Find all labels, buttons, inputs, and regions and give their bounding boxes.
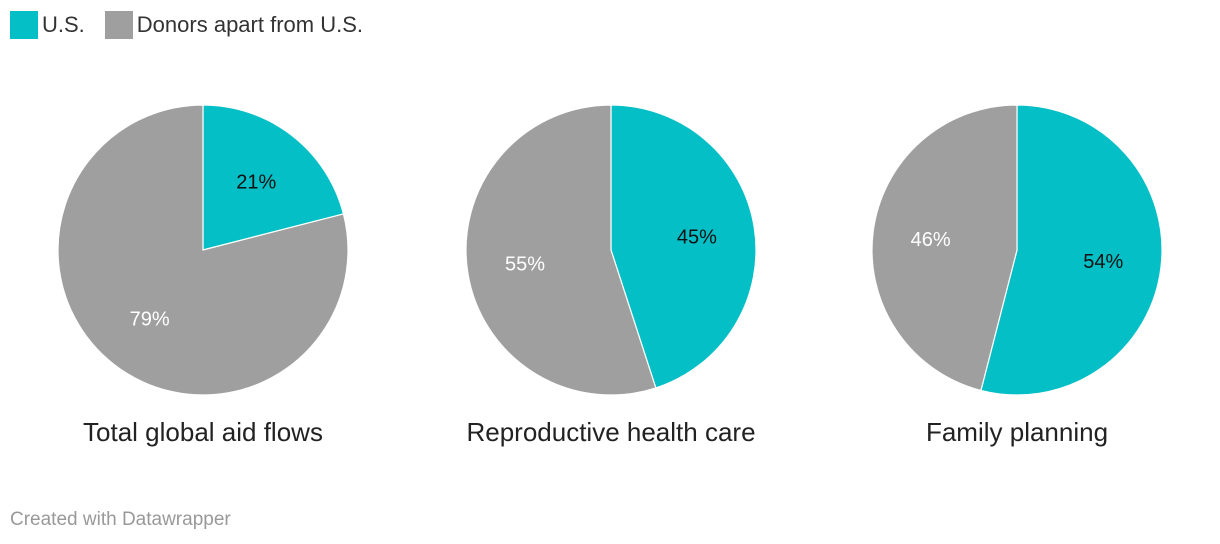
legend-item-donors: Donors apart from U.S. xyxy=(104,11,363,39)
chart-title-total-global-aid-flows: Total global aid flows xyxy=(83,417,323,447)
pie-slice-us-reproductive-health-care xyxy=(610,104,757,389)
legend-label-donors: Donors apart from U.S. xyxy=(136,12,363,37)
pie-label-us-family-planning: 54% xyxy=(1083,251,1123,273)
legend-swatch-donors xyxy=(104,11,133,39)
pie-slice-donors-total-global-aid-flows xyxy=(57,104,349,396)
pie-label-donors-reproductive-health-care: 55% xyxy=(505,254,545,276)
pie-total-global-aid-flows: 21% 79% Total global aid flows xyxy=(57,104,349,447)
pie-family-planning: 54% 46% Family planning xyxy=(871,104,1163,447)
pie-label-donors-total-global-aid-flows: 79% xyxy=(130,309,170,331)
pie-reproductive-health-care: 45% 55% Reproductive health care xyxy=(465,104,757,447)
chart-title-family-planning: Family planning xyxy=(926,417,1108,447)
pie-label-us-reproductive-health-care: 45% xyxy=(677,226,717,248)
credit-text: Created with Datawrapper xyxy=(10,509,231,530)
legend-label-us: U.S. xyxy=(42,12,85,37)
legend-swatch-us xyxy=(10,11,38,39)
pie-label-donors-family-planning: 46% xyxy=(911,229,951,251)
pie-slice-donors-family-planning xyxy=(871,104,1018,392)
legend-item-us: U.S. xyxy=(10,11,85,39)
pie-slice-us-family-planning xyxy=(980,104,1163,396)
legend: U.S. Donors apart from U.S. xyxy=(10,11,383,39)
chart-title-reproductive-health-care: Reproductive health care xyxy=(466,417,755,447)
pie-slice-donors-reproductive-health-care xyxy=(465,104,657,396)
pie-label-us-total-global-aid-flows: 21% xyxy=(236,171,276,193)
pie-slice-us-total-global-aid-flows xyxy=(202,104,345,251)
